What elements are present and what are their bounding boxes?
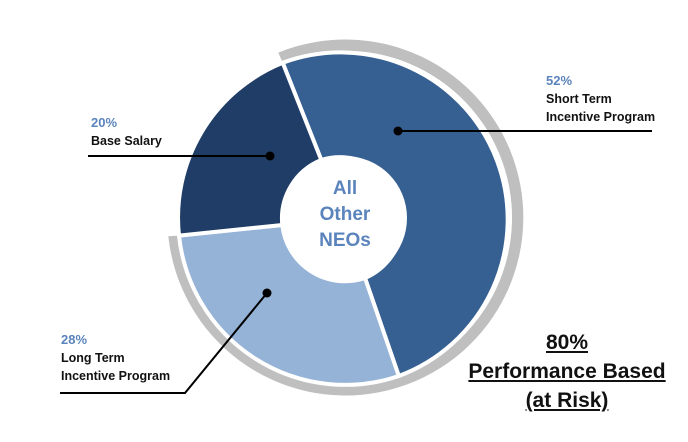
ltip-name-line-1: Long Term (61, 351, 125, 365)
performance-label: Performance Based (468, 360, 666, 383)
slice-base-salary (176, 60, 324, 238)
stip-name-line-1: Short Term (546, 92, 612, 106)
center-line-1: All (332, 178, 358, 199)
label-short-term-incentive: 52% Short Term Incentive Program (546, 72, 655, 126)
stip-percent: 52% (546, 73, 573, 88)
center-line-3: NEOs (319, 230, 371, 251)
ltip-percent: 28% (61, 332, 88, 347)
leader-line-stip (393, 126, 652, 136)
center-label: All Other NEOs (295, 176, 395, 254)
stip-name-line-2: Incentive Program (546, 110, 656, 124)
performance-risk: (at Risk) (525, 389, 609, 412)
base-name: Base Salary (91, 134, 162, 148)
slice-long-term-incentive (176, 222, 402, 387)
ltip-name-line-2: Incentive Program (61, 369, 171, 383)
performance-percent: 80% (545, 331, 589, 354)
leader-line-base (88, 151, 275, 161)
label-long-term-incentive: 28% Long Term Incentive Program (61, 331, 170, 385)
label-base-salary: 20% Base Salary (91, 114, 162, 150)
performance-based-callout: 80% Performance Based (at Risk) (452, 328, 682, 415)
center-line-2: Other (319, 204, 371, 225)
leader-line-ltip (60, 288, 272, 394)
center-hole (283, 156, 407, 280)
base-percent: 20% (91, 115, 118, 130)
